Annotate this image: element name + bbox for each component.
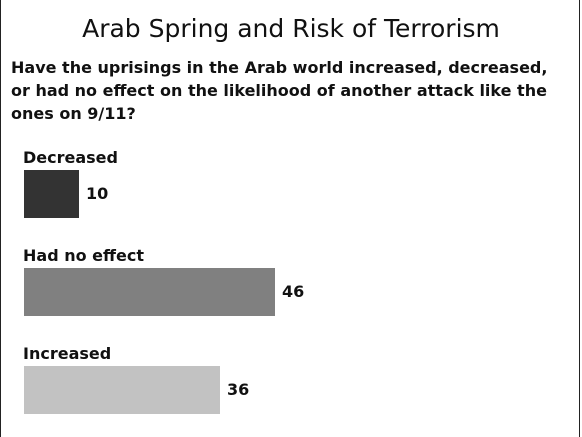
bar-decreased — [24, 170, 79, 218]
category-label-had-no-effect: Had no effect — [23, 246, 144, 265]
value-label-increased: 36 — [227, 380, 250, 399]
category-label-decreased: Decreased — [23, 148, 118, 167]
chart-subtitle: Have the uprisings in the Arab world inc… — [11, 58, 548, 123]
category-label-increased: Increased — [23, 344, 112, 363]
value-label-had-no-effect: 46 — [282, 282, 305, 301]
bar-had-no-effect — [24, 268, 275, 316]
chart-title: Arab Spring and Risk of Terrorism — [82, 14, 500, 43]
value-label-decreased: 10 — [86, 184, 109, 203]
bar-increased — [24, 366, 220, 414]
